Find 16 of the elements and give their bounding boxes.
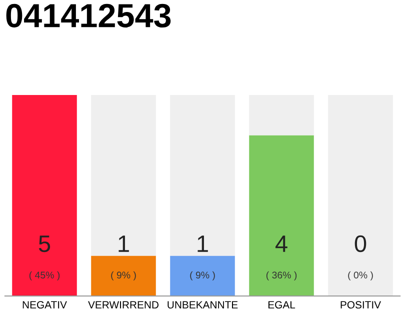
annotation: 1 xyxy=(198,236,208,252)
annotation: 1 xyxy=(118,236,129,252)
x-tick-label: EGAL xyxy=(268,301,296,309)
annotation: 0 xyxy=(354,235,366,252)
chart-title: 041412543 xyxy=(6,4,171,28)
data-label: ( 36% ) xyxy=(266,271,297,280)
x-tick-label: UNBEKANNTE xyxy=(168,301,238,309)
x-tick-label: VERWIRREND xyxy=(88,301,158,308)
data-label: ( 9% ) xyxy=(190,271,215,280)
data-label: ( 45% ) xyxy=(29,271,60,280)
annotation: 5 xyxy=(38,236,50,252)
x-tick-label: POSITIV xyxy=(340,301,382,309)
x-tick-label: NEGATIV xyxy=(22,301,67,309)
data-label: ( 9% ) xyxy=(111,271,136,280)
annotation: 4 xyxy=(275,236,288,252)
annotation: ( 0% ) xyxy=(348,271,373,280)
